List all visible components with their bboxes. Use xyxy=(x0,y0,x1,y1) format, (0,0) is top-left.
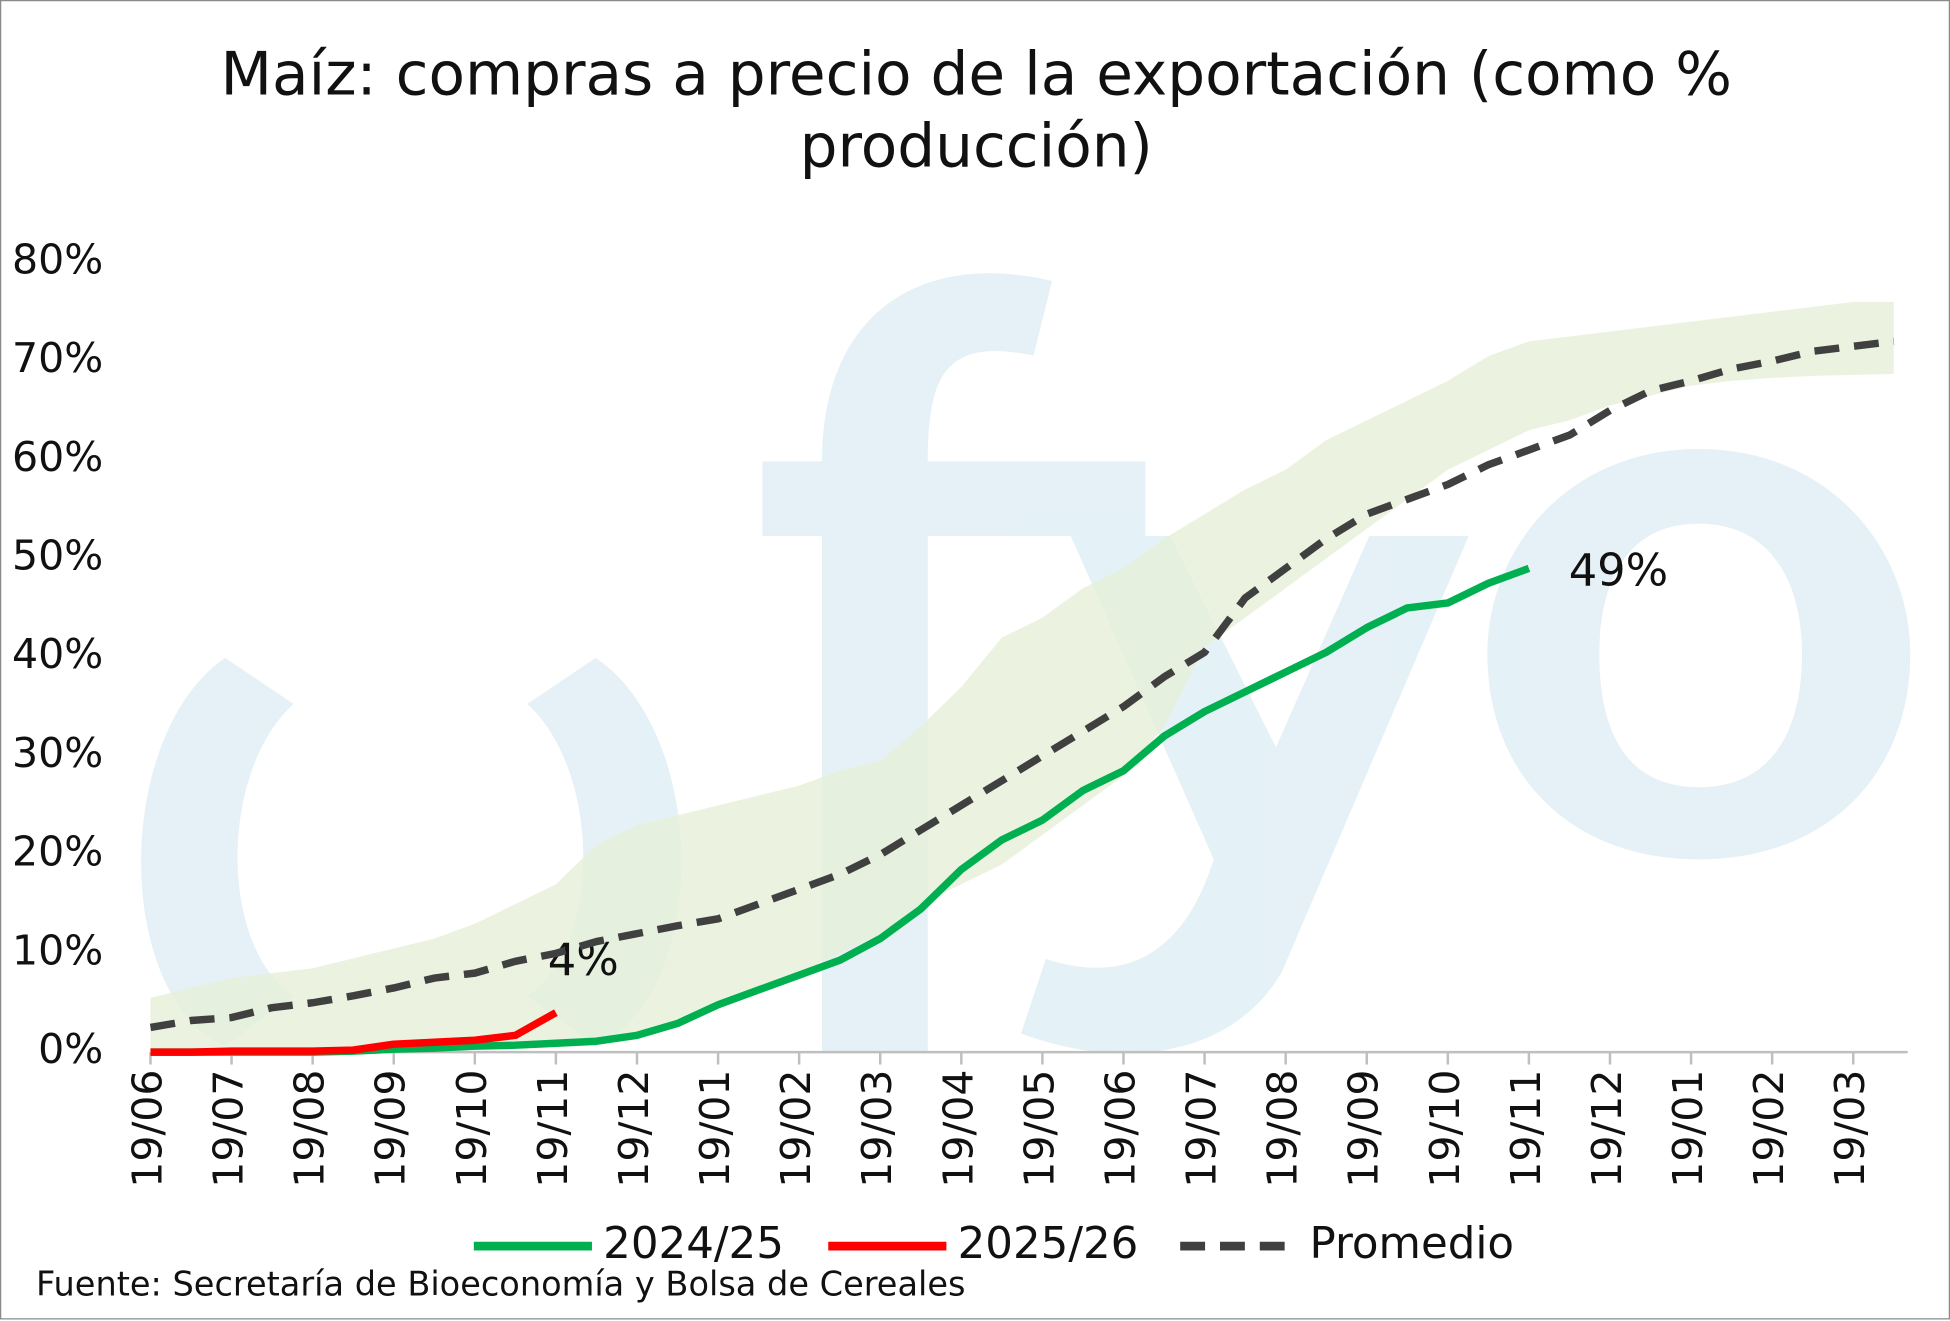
x-tick-label: 19/04 xyxy=(934,1070,982,1188)
x-tick-label: 19/06 xyxy=(1096,1070,1144,1188)
x-tick-label: 19/06 xyxy=(123,1070,171,1188)
y-tick-label: 80% xyxy=(12,235,103,283)
legend-label: 2025/26 xyxy=(958,1219,1139,1269)
x-tick-label: 19/08 xyxy=(286,1070,334,1188)
x-tick-label: 19/11 xyxy=(529,1070,577,1188)
x-tick-label: 19/01 xyxy=(1664,1070,1712,1188)
y-tick-label: 60% xyxy=(12,433,103,481)
y-tick-label: 10% xyxy=(12,926,103,974)
x-tick-label: 19/09 xyxy=(367,1070,415,1188)
source-note: Fuente: Secretaría de Bioeconomía y Bols… xyxy=(36,1264,965,1303)
legend-label: Promedio xyxy=(1310,1219,1515,1269)
x-tick-label: 19/11 xyxy=(1502,1070,1550,1188)
x-tick-label: 19/12 xyxy=(1583,1070,1631,1188)
x-tick-label: 19/07 xyxy=(1178,1070,1226,1188)
x-tick-label: 19/01 xyxy=(691,1070,739,1188)
x-tick-label: 19/12 xyxy=(610,1070,658,1188)
y-tick-label: 20% xyxy=(12,828,103,876)
y-tick-label: 70% xyxy=(12,334,103,382)
watermark-letter-o xyxy=(1487,448,1911,860)
x-tick-label: 19/10 xyxy=(1421,1070,1469,1188)
series-line xyxy=(150,1009,558,1056)
y-tick-label: 40% xyxy=(12,630,103,678)
x-tick-label: 19/02 xyxy=(1745,1070,1793,1188)
data-label: 49% xyxy=(1569,543,1669,596)
chart-title: Maíz: compras a precio de la exportación… xyxy=(220,39,1732,182)
legend-label: 2024/25 xyxy=(603,1219,784,1269)
y-tick-label: 0% xyxy=(38,1025,103,1073)
x-tick-label: 19/03 xyxy=(853,1070,901,1188)
series-line xyxy=(149,337,1895,1032)
x-tick-label: 19/08 xyxy=(1259,1070,1307,1188)
x-tick-label: 19/09 xyxy=(1340,1070,1388,1188)
watermark-shape xyxy=(141,657,294,1046)
data-label: 4% xyxy=(548,933,619,986)
range-band xyxy=(150,301,1894,1053)
x-tick-label: 19/05 xyxy=(1015,1070,1063,1188)
x-tick-label: 19/07 xyxy=(205,1070,253,1188)
y-tick-label: 50% xyxy=(12,532,103,580)
x-tick-label: 19/10 xyxy=(448,1070,496,1188)
x-tick-label: 19/03 xyxy=(1826,1070,1874,1188)
y-tick-label: 30% xyxy=(12,729,103,777)
x-tick-label: 19/02 xyxy=(772,1070,820,1188)
